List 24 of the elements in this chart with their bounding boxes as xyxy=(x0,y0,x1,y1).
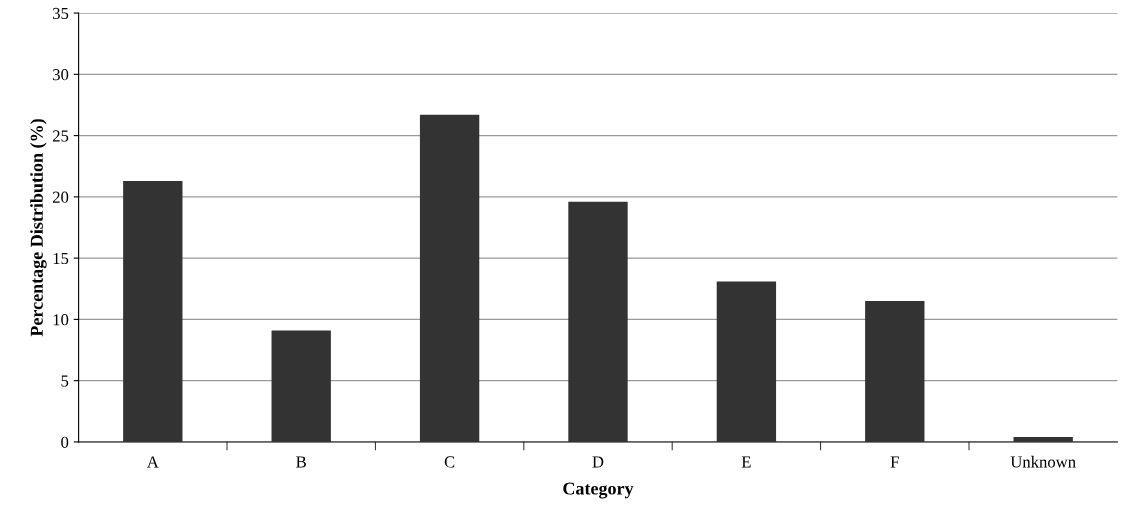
x-tick-label: A xyxy=(146,456,159,468)
bar xyxy=(865,301,925,442)
bar xyxy=(419,114,480,442)
y-tick-label: 15 xyxy=(53,252,69,265)
bar xyxy=(123,180,183,442)
x-tick-label: B xyxy=(296,456,306,468)
bar xyxy=(271,330,331,442)
y-tick-label: 10 xyxy=(53,314,69,326)
x-axis-title: Category xyxy=(563,482,634,499)
x-tick-label: Unknown xyxy=(1010,455,1076,468)
x-tick-label: F xyxy=(890,456,899,468)
x-tick-label: C xyxy=(444,456,455,468)
x-tick-label: E xyxy=(741,456,751,468)
x-tick-label: D xyxy=(592,456,604,468)
bar xyxy=(1013,437,1073,442)
y-tick-label: 0 xyxy=(61,436,69,448)
y-tick-label: 25 xyxy=(52,130,69,142)
y-tick-label: 20 xyxy=(52,191,69,203)
y-tick-label: 5 xyxy=(61,375,69,387)
y-axis-title: Percentage Distribution (%) xyxy=(30,119,47,337)
bar xyxy=(568,201,628,442)
bar xyxy=(716,281,777,442)
y-tick-label: 35 xyxy=(53,7,69,20)
y-tick-label: 30 xyxy=(53,69,69,81)
